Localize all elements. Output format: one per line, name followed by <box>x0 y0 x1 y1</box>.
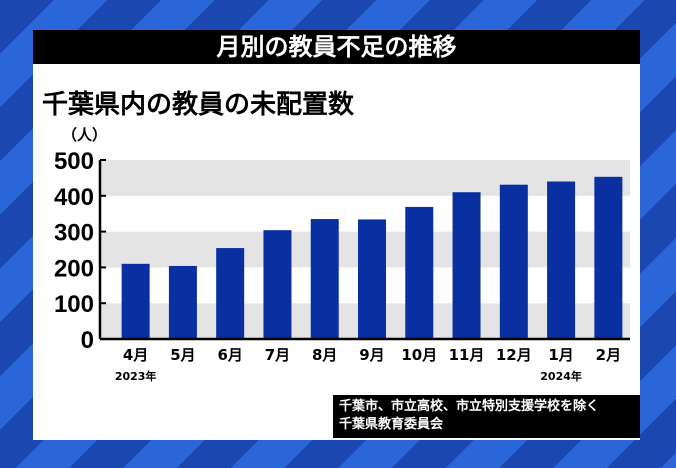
bar <box>216 248 245 339</box>
bar <box>594 176 623 339</box>
x-tick-label: 1月 <box>548 346 573 364</box>
y-tick-label: 500 <box>54 148 94 175</box>
year-label: 2024年 <box>540 369 582 383</box>
bar <box>121 263 150 339</box>
x-tick-label: 9月 <box>359 346 384 364</box>
y-tick-label: 300 <box>54 220 94 247</box>
bar <box>358 219 386 339</box>
bar <box>452 192 481 339</box>
y-axis-unit: （人） <box>62 126 108 144</box>
year-label: 2023年 <box>115 369 157 383</box>
y-tick-label: 100 <box>54 291 94 318</box>
y-tick-label: 400 <box>54 184 94 211</box>
y-tick-label: 0 <box>81 327 94 354</box>
bar <box>405 206 434 339</box>
chart-title: 千葉県内の教員の未配置数 <box>42 90 355 120</box>
y-tick-label: 200 <box>54 255 94 282</box>
source-credit: 千葉県教育委員会 <box>339 417 444 432</box>
bar <box>499 184 528 339</box>
x-tick-label: 12月 <box>496 346 532 364</box>
x-tick-label: 5月 <box>170 346 195 364</box>
x-tick-label: 2月 <box>596 346 621 364</box>
headline: 月別の教員不足の推移 <box>33 30 640 64</box>
bar <box>168 265 197 339</box>
bar <box>263 230 292 339</box>
grid-band <box>100 160 630 196</box>
x-tick-label: 4月 <box>123 346 148 364</box>
source-box: 千葉市、市立高校、市立特別支援学校を除く 千葉県教育委員会 <box>333 395 640 438</box>
source-note: 千葉市、市立高校、市立特別支援学校を除く <box>339 399 600 414</box>
x-tick-label: 6月 <box>217 346 242 364</box>
x-tick-label: 10月 <box>401 346 437 364</box>
bar <box>547 181 576 339</box>
x-tick-label: 7月 <box>265 346 290 364</box>
bar <box>310 219 339 339</box>
x-tick-label: 8月 <box>312 346 337 364</box>
x-tick-label: 11月 <box>449 346 485 364</box>
